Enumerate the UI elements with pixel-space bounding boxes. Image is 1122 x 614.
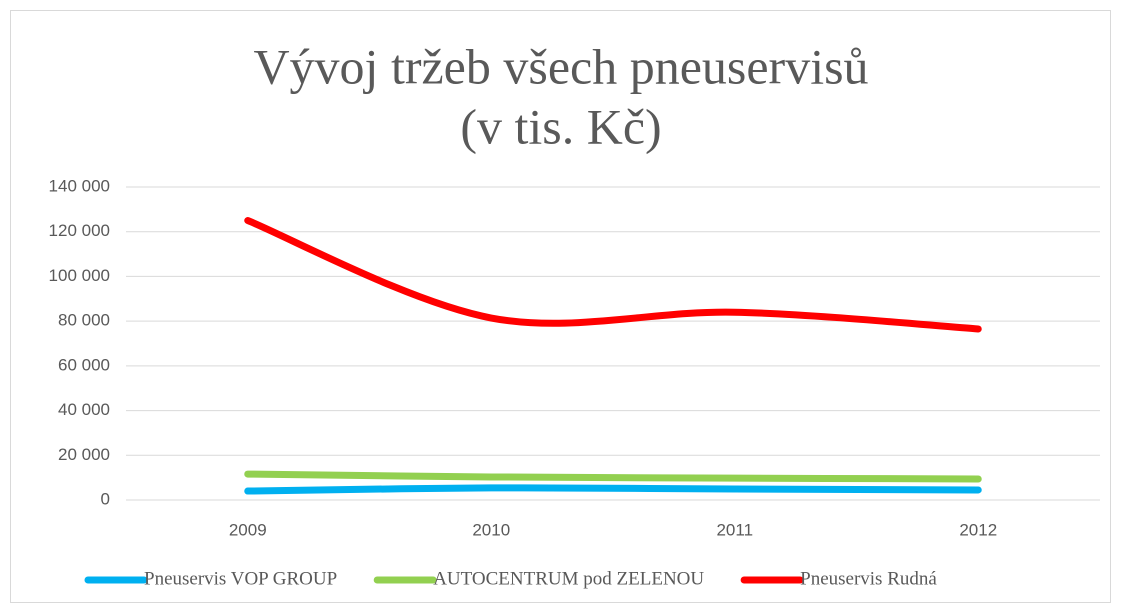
x-tick-label: 2012 xyxy=(959,520,997,539)
legend-label: Pneuservis VOP GROUP xyxy=(144,568,337,589)
y-tick-label: 100 000 xyxy=(49,266,110,285)
legend-label: Pneuservis Rudná xyxy=(800,568,937,589)
y-tick-label: 20 000 xyxy=(58,445,110,464)
y-tick-label: 60 000 xyxy=(58,355,110,374)
chart-title: Vývoj tržeb všech pneuservisů xyxy=(253,38,868,94)
line xyxy=(244,470,982,483)
y-tick-label: 80 000 xyxy=(58,311,110,330)
x-tick-label: 2011 xyxy=(716,520,753,539)
chart-border xyxy=(10,10,1111,603)
y-tick-label: 120 000 xyxy=(49,221,110,240)
chart-title: (v tis. Kč) xyxy=(460,98,661,154)
x-tick-label: 2009 xyxy=(229,520,267,539)
y-tick-label: 0 xyxy=(101,489,110,508)
y-tick-label: 140 000 xyxy=(49,176,110,195)
line xyxy=(244,217,982,333)
x-tick-label: 2010 xyxy=(472,520,510,539)
line xyxy=(244,484,982,495)
y-tick-label: 40 000 xyxy=(58,400,110,419)
legend-label: AUTOCENTRUM pod ZELENOU xyxy=(433,568,704,589)
